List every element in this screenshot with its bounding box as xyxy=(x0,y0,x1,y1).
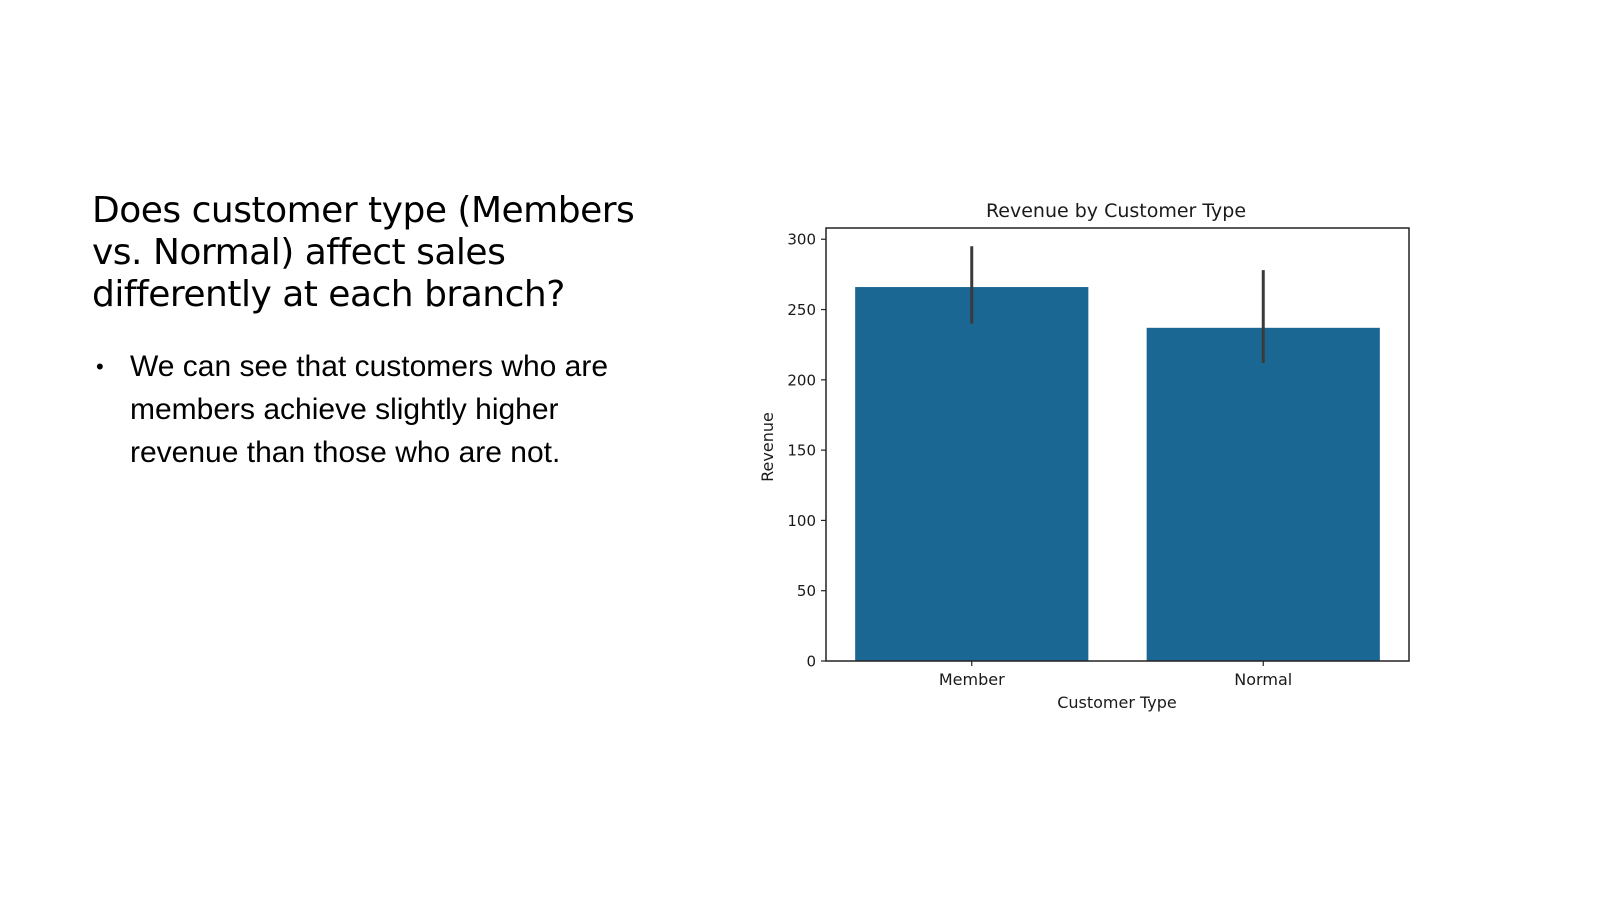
y-axis-label: Revenue xyxy=(760,412,777,482)
bullet-item: • We can see that customers who are memb… xyxy=(92,345,652,474)
y-tick-label: 50 xyxy=(797,582,816,600)
y-tick-label: 250 xyxy=(787,301,816,319)
bar-normal xyxy=(1146,327,1380,661)
x-axis-ticks: Member Normal xyxy=(939,661,1292,689)
bullet-list: • We can see that customers who are memb… xyxy=(92,345,652,474)
y-tick-label: 200 xyxy=(787,371,816,389)
bullet-text: We can see that customers who are member… xyxy=(130,350,609,469)
chart-svg: Revenue by Customer Type 0 50 100 150 200 250… xyxy=(758,200,1410,712)
y-axis-ticks: 0 50 100 150 200 250 300 xyxy=(787,231,826,671)
y-tick-label: 150 xyxy=(787,442,816,460)
revenue-chart: Revenue by Customer Type 0 50 100 150 200 250… xyxy=(758,190,1460,750)
chart-title: Revenue by Customer Type xyxy=(986,200,1246,222)
x-axis-label: Customer Type xyxy=(1057,693,1177,712)
bullet-dot-icon: • xyxy=(96,354,104,379)
slide-title: Does customer type (Members vs. Normal) … xyxy=(92,190,635,315)
bar-member xyxy=(855,287,1089,661)
x-tick-label: Normal xyxy=(1234,670,1292,689)
y-tick-label: 0 xyxy=(806,653,816,671)
y-tick-label: 100 xyxy=(787,512,816,530)
x-tick-label: Member xyxy=(939,670,1005,689)
plot-frame xyxy=(825,227,1410,662)
error-bars-layer xyxy=(970,246,1265,363)
bars-layer xyxy=(855,287,1380,661)
y-tick-label: 300 xyxy=(787,231,816,249)
